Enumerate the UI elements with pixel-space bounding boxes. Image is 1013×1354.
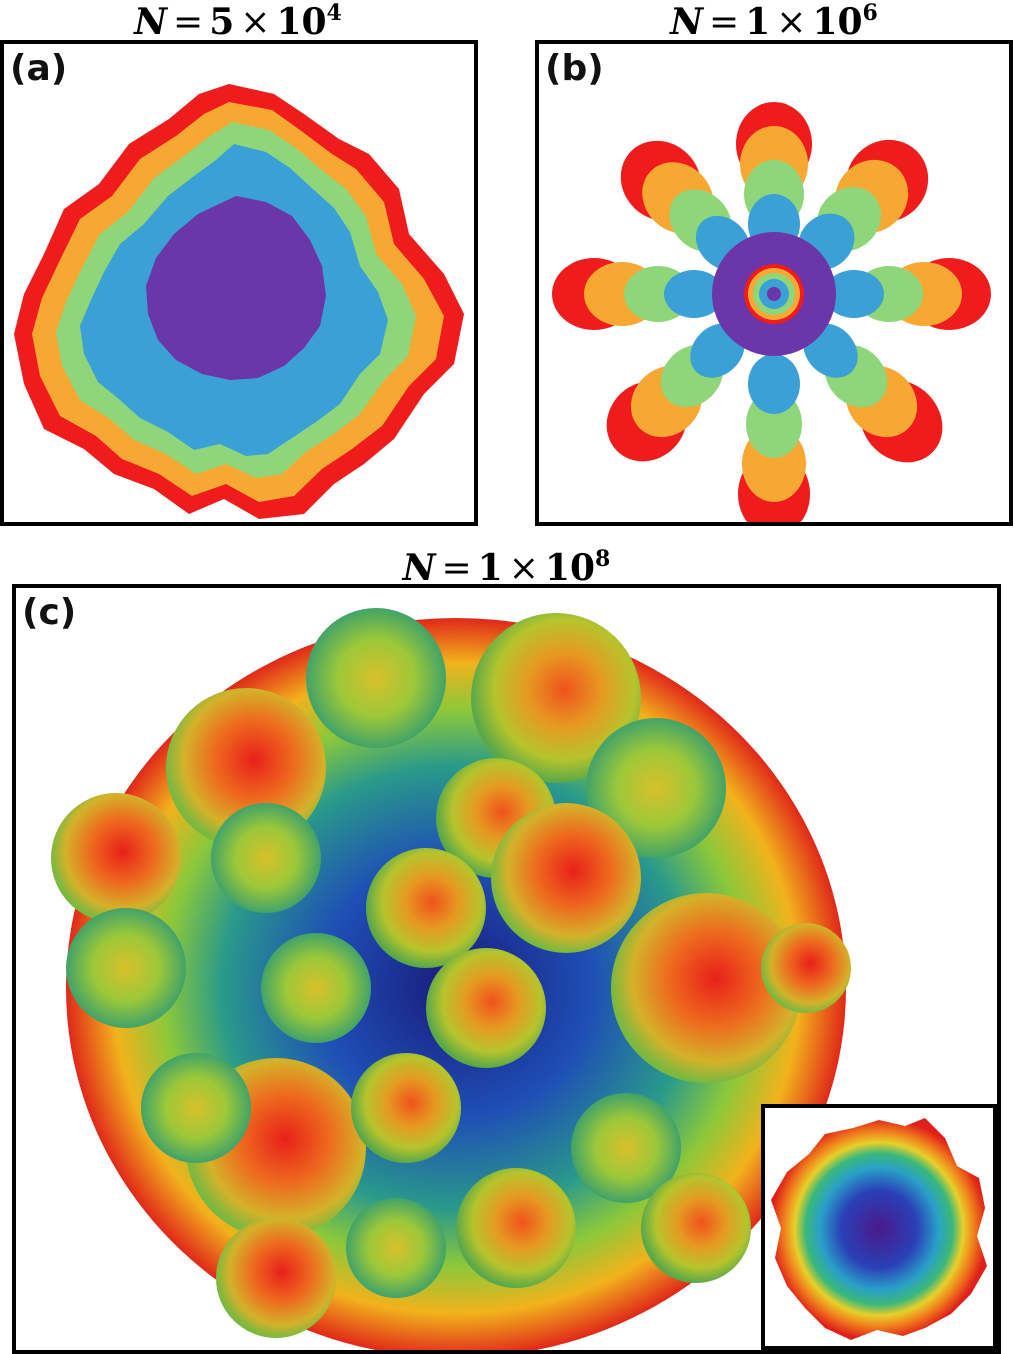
cluster-c-body [51, 608, 851, 1350]
panel-b-label: (b) [545, 48, 604, 89]
arm-1 [736, 102, 812, 254]
panel-c: (c) [12, 584, 1001, 1354]
cluster-b-inner-purple [767, 287, 781, 301]
panel-b-title: N = 1 × 106 [670, 0, 878, 43]
cluster-b-arms [552, 102, 991, 522]
panel-c-title: N = 1 × 108 [402, 546, 611, 589]
panel-a-label: (a) [10, 48, 68, 89]
panel-a-title: N = 5 × 104 [134, 0, 342, 43]
inset-cluster-image [771, 1118, 987, 1340]
panel-a: (a) [0, 40, 478, 526]
cluster-c-image [51, 608, 851, 1350]
cluster-a-purple-core [146, 196, 326, 380]
panel-c-inset [761, 1104, 997, 1350]
arm-3 [824, 258, 991, 330]
arm-5 [738, 354, 810, 522]
panel-c-label: (c) [22, 592, 77, 633]
panel-b: (b) [535, 40, 1013, 526]
cluster-b-image [552, 102, 991, 522]
arm-7 [552, 258, 724, 330]
arm-4 [803, 323, 943, 463]
cluster-a-image [14, 84, 464, 519]
